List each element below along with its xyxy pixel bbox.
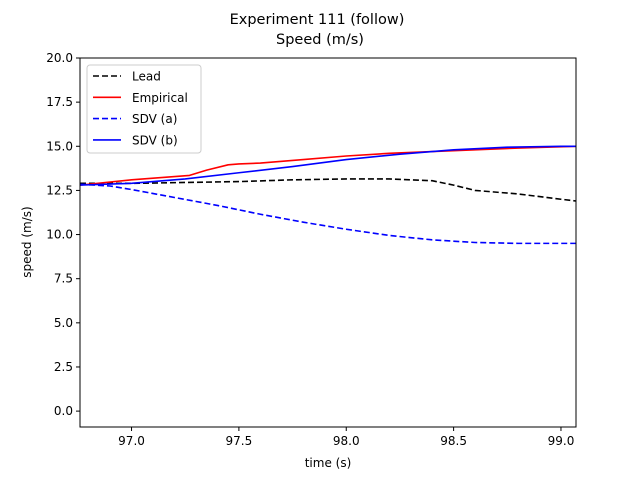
chart-subtitle: Speed (m/s) [276,32,364,48]
y-tick-label: 0.0 [54,404,73,418]
y-tick-label: 15.0 [46,139,73,153]
x-axis: 97.0 97.5 98.0 98.5 99.0 [118,427,574,448]
y-axis-label: speed (m/s) [20,206,34,277]
legend-label: SDV (b) [132,133,178,147]
x-tick-label: 97.5 [226,434,253,448]
x-tick-label: 98.0 [333,434,360,448]
y-tick-label: 5.0 [54,316,73,330]
legend-box [86,64,202,154]
x-tick-label: 97.0 [118,434,145,448]
x-axis-label: time (s) [305,456,352,470]
series-line-lead [80,178,576,202]
legend: Lead Empirical SDV (a) SDV (b) [86,64,202,154]
y-axis: 0.0 2.5 5.0 7.5 10.0 12.5 15.0 17.5 20.0 [46,51,80,418]
legend-label: Lead [132,70,161,84]
y-tick-label: 20.0 [46,51,73,65]
x-tick-label: 99.0 [548,434,575,448]
y-tick-label: 10.0 [46,228,73,242]
series-layer [80,145,576,245]
y-tick-label: 17.5 [46,95,73,109]
y-tick-label: 7.5 [54,272,73,286]
series-line-sdv-b [80,145,576,186]
legend-label: SDV (a) [132,112,177,126]
series-line-sdv-a [80,183,576,245]
plot-frame [79,57,577,428]
y-tick-label: 12.5 [46,183,73,197]
legend-label: Empirical [132,91,188,105]
x-tick-label: 98.5 [440,434,467,448]
plot-area [79,57,577,428]
y-tick-label: 2.5 [54,360,73,374]
series-line-empirical [80,145,576,186]
chart-title: Experiment 111 (follow) [230,12,405,28]
